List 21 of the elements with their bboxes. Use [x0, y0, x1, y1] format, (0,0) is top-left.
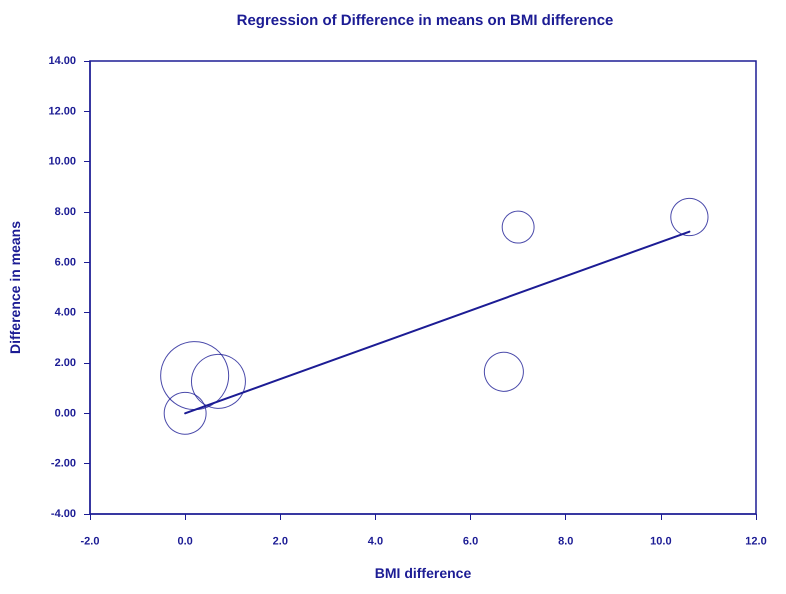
y-tick-label: -4.00	[50, 508, 76, 520]
y-tick-label: 6.00	[54, 256, 76, 268]
x-tick-label: 10.0	[650, 536, 672, 548]
y-tick-label: 4.00	[54, 306, 76, 319]
y-tick-label: 12.00	[48, 105, 76, 118]
x-tick-label: 12.0	[745, 536, 767, 548]
y-axis-title: Difference in means	[7, 220, 23, 354]
y-tick-label: 0.00	[54, 407, 76, 420]
y-tick-label: 8.00	[54, 206, 76, 218]
chart-title: Regression of Difference in means on BMI difference	[236, 12, 614, 29]
y-tick-label: 2.00	[54, 357, 76, 369]
x-tick-label: 4.0	[368, 536, 384, 548]
x-tick-label: 8.0	[558, 536, 574, 548]
x-tick-label: 0.0	[177, 536, 193, 548]
x-tick-label: -2.0	[80, 536, 100, 548]
x-axis-title: BMI difference	[374, 565, 472, 581]
x-tick-label: 6.0	[462, 536, 478, 548]
y-tick-label: 10.00	[48, 156, 76, 168]
x-tick-label: 2.0	[272, 536, 288, 548]
y-tick-label: -2.00	[50, 458, 76, 470]
y-tick-label: 14.00	[48, 55, 76, 67]
